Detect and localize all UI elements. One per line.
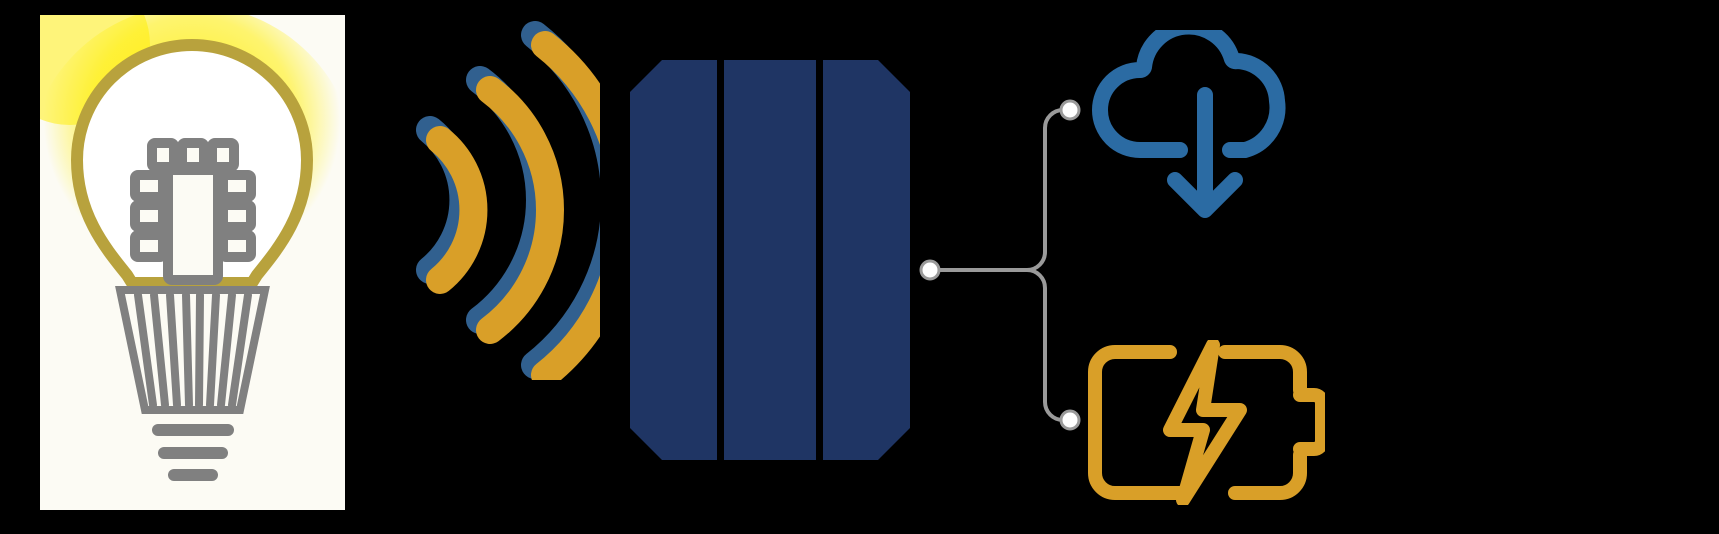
signal-waves [380,20,600,380]
signal-svg [380,20,600,380]
lightbulb-panel [40,15,345,510]
cloud-svg [1085,30,1315,230]
diagram-canvas [0,0,1719,534]
battery-charging-icon [1085,340,1325,505]
solar-cell [630,60,910,460]
lightbulb-svg [40,15,345,510]
cloud-download-icon [1085,30,1315,230]
solar-cell-svg [630,60,910,460]
battery-svg [1085,340,1325,505]
